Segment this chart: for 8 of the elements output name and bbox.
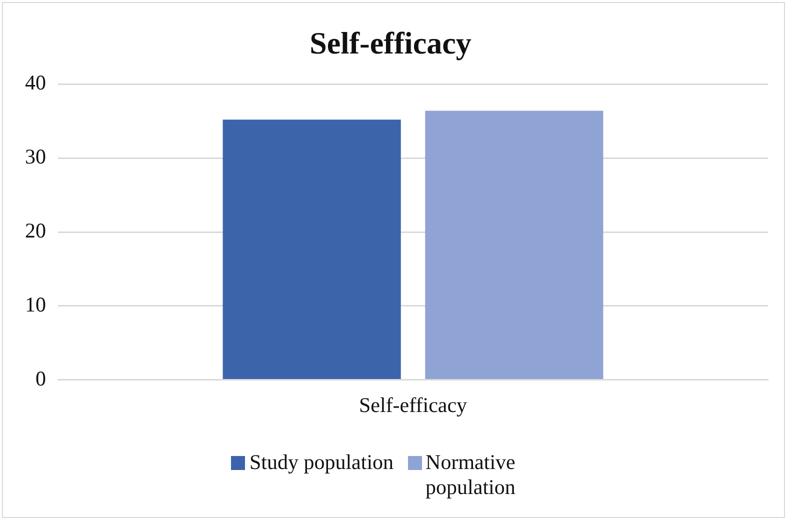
y-tick-label: 0: [36, 366, 46, 390]
legend-label: Study population: [249, 450, 394, 476]
legend-label: Normative population: [426, 450, 516, 500]
y-tick-label: 30: [25, 144, 46, 169]
y-tick-label: 20: [25, 218, 46, 243]
y-tick-label: 40: [25, 70, 46, 95]
y-tick-label: 10: [25, 292, 46, 316]
chart-title: Self-efficacy: [310, 26, 472, 61]
